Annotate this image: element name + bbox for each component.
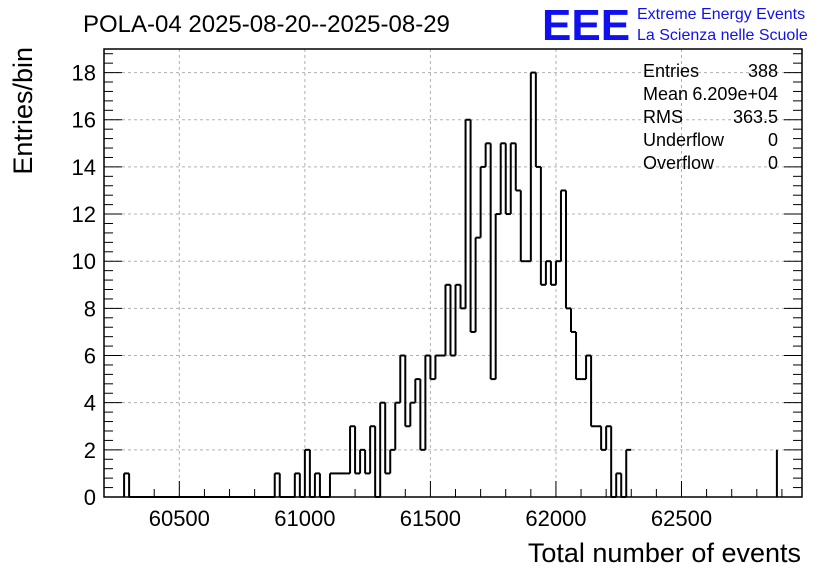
x-tick-label: 62500 (651, 506, 712, 531)
y-axis-label: Entries/bin (8, 47, 38, 175)
y-tick-label: 2 (84, 438, 96, 463)
grid-lines (104, 49, 802, 497)
stats-label: Overflow (643, 153, 715, 173)
x-axis-label: Total number of events (528, 538, 801, 568)
stats-value: 363.5 (733, 107, 778, 127)
stats-value: 0 (768, 153, 778, 173)
axes (103, 48, 803, 498)
y-tick-label: 14 (72, 155, 96, 180)
stats-box: Entries 388 Mean 6.209e+04 RMS 363.5 Underflow… (643, 61, 778, 173)
x-tick-label: 61000 (274, 506, 335, 531)
stats-label: RMS (643, 107, 683, 127)
y-tick-label: 4 (84, 391, 96, 416)
stats-value: 0 (768, 130, 778, 150)
stats-value: 6.209e+04 (692, 84, 778, 104)
y-tick-label: 10 (72, 249, 96, 274)
stats-label: Underflow (643, 130, 725, 150)
chart-title: POLA-04 2025-08-20--2025-08-29 (83, 11, 450, 38)
eee-logo: EEE Extreme Energy Events La Scienza nel… (542, 1, 808, 50)
y-tick-label: 8 (84, 296, 96, 321)
y-tick-label: 18 (72, 61, 96, 86)
logo-mark: EEE (542, 1, 630, 50)
y-tick-label: 12 (72, 202, 96, 227)
plot-frame (103, 48, 803, 498)
logo-line-2: La Scienza nelle Scuole (637, 27, 808, 44)
x-tick-label: 61500 (400, 506, 461, 531)
y-tick-label: 0 (84, 485, 96, 510)
x-tick-label: 60500 (149, 506, 210, 531)
y-tick-label: 6 (84, 344, 96, 369)
x-tick-label: 62000 (525, 506, 586, 531)
stats-label: Entries (643, 61, 699, 81)
y-tick-label: 16 (72, 108, 96, 133)
stats-value: 388 (748, 61, 778, 81)
stats-label: Mean (643, 84, 688, 104)
tick-labels: 60500 61000 61500 62000 62500 0 2 4 6 8 10 12 14 16 18 (72, 61, 713, 531)
logo-line-1: Extreme Energy Events (637, 6, 805, 23)
